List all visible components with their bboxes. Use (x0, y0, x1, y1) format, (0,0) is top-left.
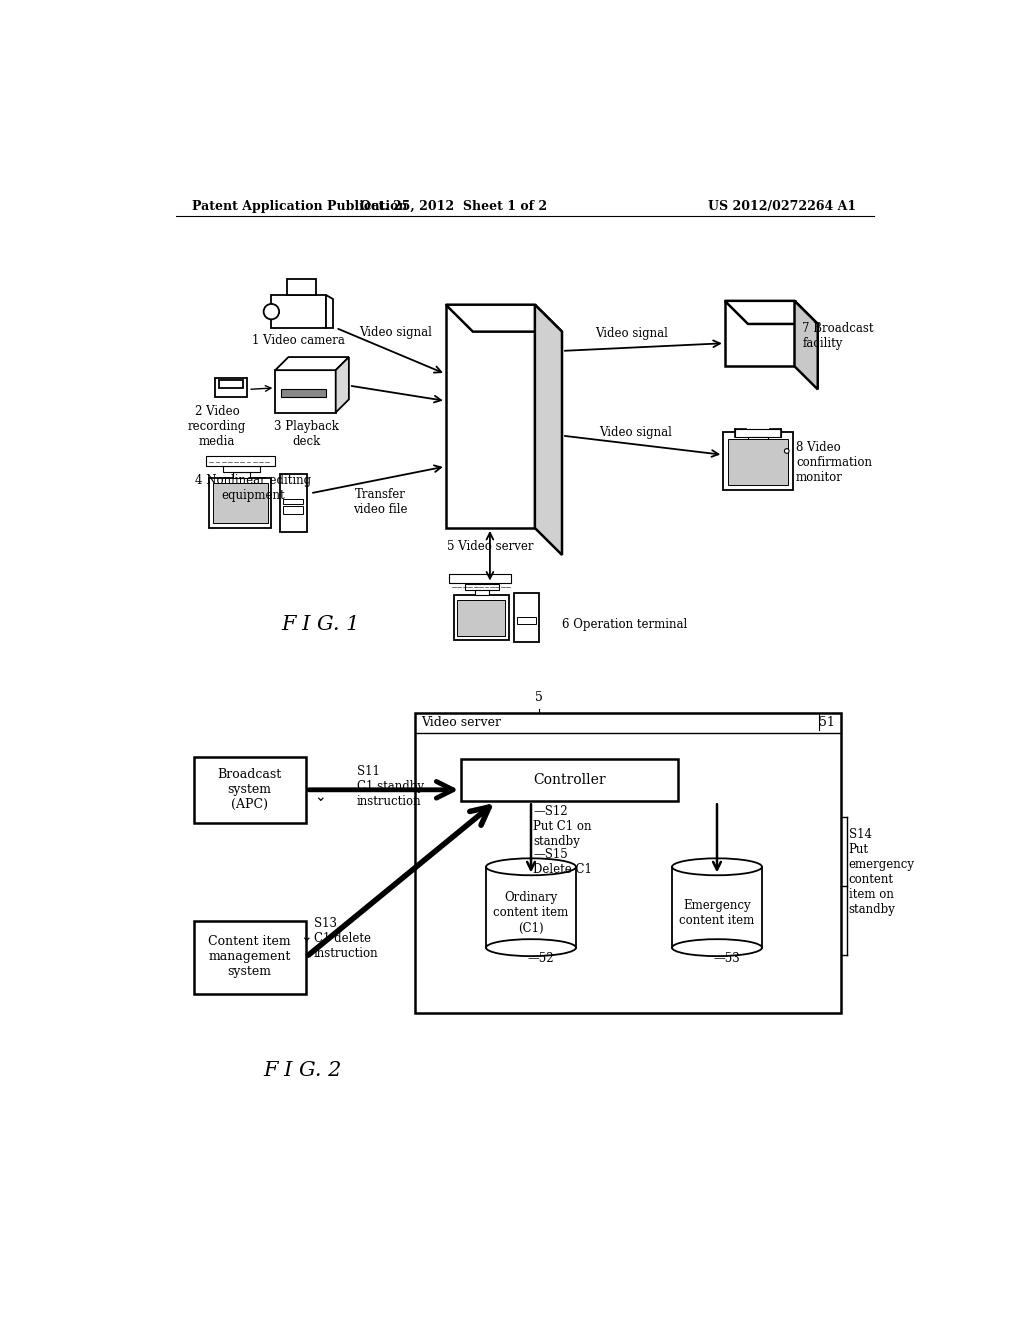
Bar (219, 380, 244, 388)
Bar (514, 593, 539, 642)
Text: 5: 5 (535, 690, 543, 704)
Text: ⌄: ⌄ (300, 929, 312, 944)
Bar (728, 438, 788, 484)
Text: Video server: Video server (421, 717, 501, 730)
Ellipse shape (672, 940, 762, 956)
Text: ⌄: ⌄ (314, 789, 326, 804)
Text: 5 Video server: 5 Video server (446, 540, 534, 553)
Text: Ordinary
content item
(C1): Ordinary content item (C1) (494, 891, 568, 935)
Text: —52: —52 (527, 952, 554, 965)
Bar (486, 867, 575, 948)
Bar (280, 474, 307, 532)
Text: Video signal: Video signal (599, 426, 672, 440)
Bar (475, 589, 489, 595)
Polygon shape (445, 305, 562, 331)
Bar (194, 758, 306, 822)
Bar (517, 616, 536, 624)
Text: 2 Video
recording
media: 2 Video recording media (188, 405, 246, 447)
Text: Oct. 25, 2012  Sheet 1 of 2: Oct. 25, 2012 Sheet 1 of 2 (360, 199, 547, 213)
Bar (282, 389, 327, 397)
Polygon shape (725, 301, 818, 323)
Text: US 2012/0272264 A1: US 2012/0272264 A1 (709, 199, 856, 213)
Text: 6 Operation terminal: 6 Operation terminal (562, 618, 687, 631)
Bar (454, 595, 509, 640)
Polygon shape (795, 301, 818, 389)
Text: F I G. 1: F I G. 1 (281, 615, 359, 634)
Bar (725, 301, 795, 367)
Text: 3 Playback
deck: 3 Playback deck (273, 420, 339, 449)
Text: F I G. 2: F I G. 2 (263, 1061, 342, 1080)
Bar (209, 478, 271, 528)
Text: S11
C1 standby
instruction: S11 C1 standby instruction (356, 766, 424, 808)
Bar (206, 455, 275, 466)
Ellipse shape (486, 940, 575, 956)
Bar (215, 378, 248, 397)
Text: —S15
Delete C1: —S15 Delete C1 (534, 847, 592, 875)
Polygon shape (275, 358, 349, 370)
Text: Controller: Controller (534, 772, 606, 787)
Bar (723, 432, 793, 490)
Text: S14
Put
emergency
content
item on
standby: S14 Put emergency content item on standb… (849, 829, 914, 916)
Circle shape (263, 304, 280, 319)
Bar (213, 483, 267, 524)
Polygon shape (326, 296, 334, 327)
Bar (449, 574, 511, 583)
Text: Video signal: Video signal (359, 326, 432, 339)
Circle shape (784, 449, 790, 453)
Text: Broadcast
system
(APC): Broadcast system (APC) (217, 768, 282, 812)
Bar (465, 585, 500, 590)
Ellipse shape (486, 858, 575, 875)
Bar (735, 429, 781, 437)
Bar (194, 921, 306, 994)
Polygon shape (535, 305, 562, 554)
Bar (283, 507, 303, 515)
Bar (222, 466, 260, 471)
Text: —53: —53 (713, 952, 740, 965)
Text: Video signal: Video signal (595, 327, 669, 341)
Bar (458, 601, 506, 636)
Text: S13
C1 delete
instruction: S13 C1 delete instruction (314, 917, 379, 960)
Bar (287, 279, 316, 296)
Text: 8 Video
confirmation
monitor: 8 Video confirmation monitor (796, 441, 872, 484)
Text: 7 Broadcast
facility: 7 Broadcast facility (802, 322, 873, 350)
Bar (461, 759, 678, 801)
Text: 4 Nonlinear editing
equipment: 4 Nonlinear editing equipment (196, 474, 311, 502)
Bar (232, 471, 250, 478)
Bar (275, 370, 336, 412)
Text: Transfer
video file: Transfer video file (352, 488, 408, 516)
Polygon shape (336, 358, 349, 412)
Ellipse shape (672, 858, 762, 875)
Bar (283, 499, 303, 504)
Bar (445, 305, 535, 528)
Text: 1 Video camera: 1 Video camera (252, 334, 345, 347)
Text: 51: 51 (819, 717, 835, 730)
Bar (672, 867, 762, 948)
Text: —S12
Put C1 on
standby: —S12 Put C1 on standby (534, 805, 592, 849)
Text: Emergency
content item: Emergency content item (679, 899, 755, 927)
Bar (748, 437, 768, 445)
Text: Content item
management
system: Content item management system (208, 936, 291, 978)
Bar (415, 713, 841, 1014)
Bar (271, 296, 326, 327)
Text: Patent Application Publication: Patent Application Publication (191, 199, 408, 213)
